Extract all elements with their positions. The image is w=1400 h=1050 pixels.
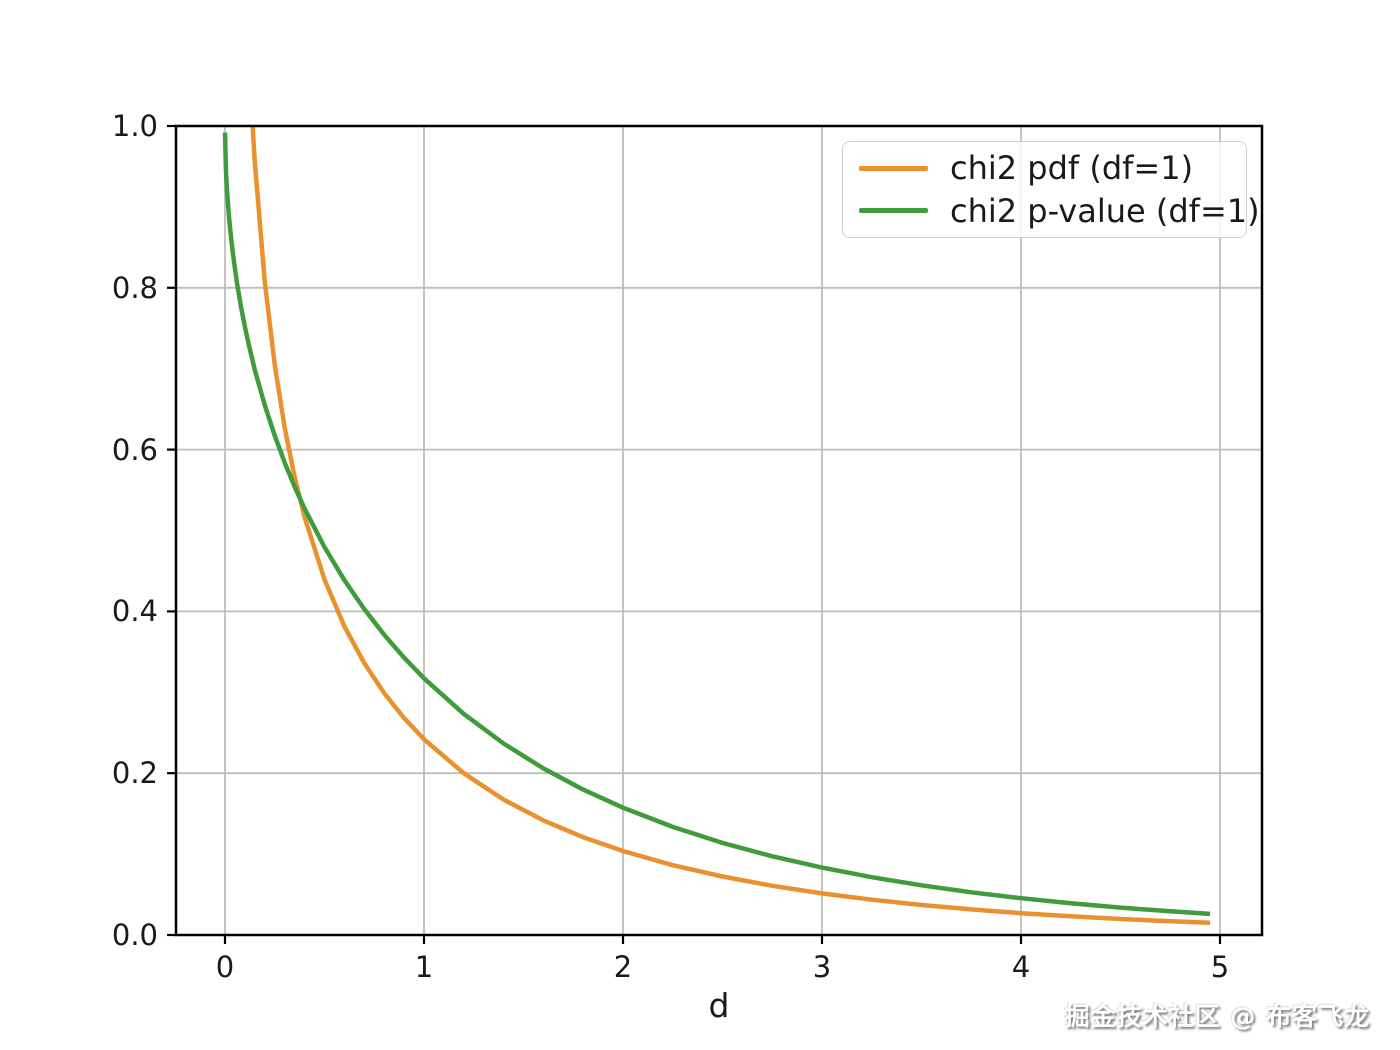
x-tick-label-1: 1 (414, 950, 434, 984)
x-tick-label-3: 3 (812, 950, 832, 984)
y-tick-label-0.0: 0.0 (111, 918, 158, 952)
x-tick-label-4: 4 (1011, 950, 1031, 984)
legend-label-p-value: chi2 p-value (df=1) (950, 191, 1260, 230)
y-tick-label-0.8: 0.8 (111, 270, 158, 305)
tick-marks (167, 124, 1222, 944)
legend-line-sample-p-value (859, 208, 928, 214)
x-tick-label-0: 0 (215, 950, 235, 984)
legend-item-chi2-pdf: chi2 pdf (df=1) (859, 150, 1230, 186)
watermark: 掘金技术社区 @ 布客飞龙 (1064, 1002, 1370, 1031)
y-tick-label-0.6: 0.6 (111, 432, 158, 467)
plot-border (174, 124, 1264, 937)
x-tick-label-2: 2 (613, 950, 633, 984)
legend-item-chi2-p-value: chi2 p-value (df=1) (859, 193, 1260, 229)
legend-line-sample-pdf (859, 165, 928, 171)
y-tick-label-1.0: 1.0 (111, 109, 158, 143)
chi2-p-value-df-1-curve (222, 132, 1211, 917)
legend: chi2 pdf (df=1) chi2 p-value (df=1) (842, 141, 1260, 238)
x-axis-label: d (708, 986, 730, 1025)
y-tick-label-0.2: 0.2 (111, 756, 158, 791)
chi2-pdf-df-1-curve (250, 126, 1211, 926)
y-tick-label-0.4: 0.4 (111, 594, 158, 629)
data-curves (222, 126, 1211, 926)
grid-lines (176, 125, 1262, 936)
x-tick-label-5: 5 (1210, 950, 1230, 984)
legend-label-pdf: chi2 pdf (df=1) (950, 149, 1194, 188)
